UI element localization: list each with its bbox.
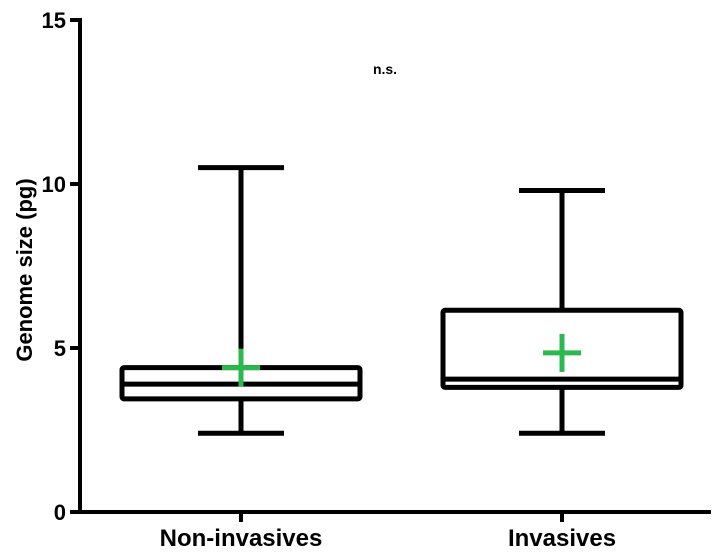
box-group [440, 188, 684, 436]
y-tick-label: 5 [54, 336, 66, 361]
y-axis-title: Genome size (pg) [12, 178, 37, 361]
y-tick-label: 10 [42, 172, 66, 197]
significance-annotation: n.s. [373, 61, 397, 77]
box-group [119, 165, 363, 436]
y-tick-label: 15 [42, 8, 66, 33]
x-category-label: Invasives [508, 525, 616, 552]
x-category-label: Non-invasives [160, 525, 323, 552]
boxes [119, 165, 684, 436]
y-ticks: 0 5 10 15 [42, 8, 80, 525]
axes [78, 18, 711, 514]
x-ticks: Non-invasives Invasives [160, 512, 616, 552]
y-tick-label: 0 [54, 500, 66, 525]
